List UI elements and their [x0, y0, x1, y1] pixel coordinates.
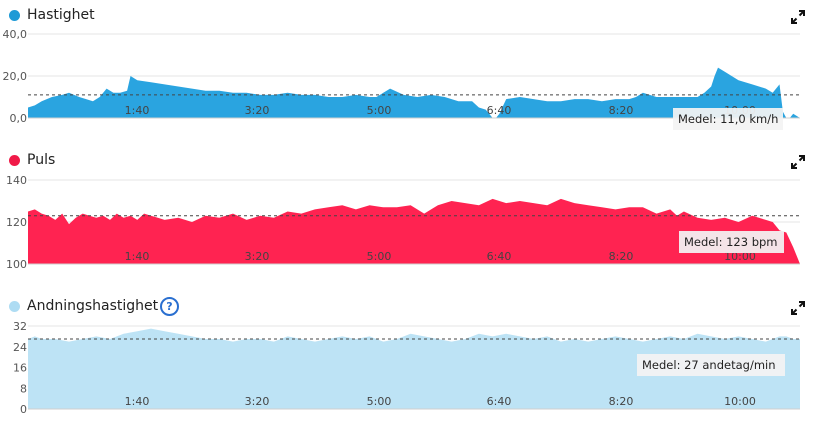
respiration-average-label-bg [637, 354, 785, 376]
respiration-ytick-label: 0 [20, 403, 27, 416]
respiration-ytick-label: 32 [13, 320, 27, 333]
pulse-panel-header: Puls [0, 151, 815, 173]
speed-expand-icon[interactable] [791, 10, 805, 24]
pulse-average-label: Medel: 123 bpm [679, 231, 784, 253]
speed-xtick-label: 6:40 [487, 104, 512, 117]
speed-legend-dot [9, 10, 20, 21]
pulse-expand-icon[interactable] [791, 155, 805, 169]
respiration-title: Andningshastighet [27, 298, 159, 314]
speed-average-label-bg [673, 108, 783, 130]
respiration-ytick-label: 24 [13, 341, 27, 354]
respiration-average-label: Medel: 27 andetag/min [637, 354, 785, 376]
speed-xtick-label: 5:00 [367, 104, 392, 117]
pulse-xtick-label: 8:20 [609, 250, 634, 263]
respiration-legend-dot [9, 301, 20, 312]
respiration-xtick-label: 8:20 [609, 395, 634, 408]
speed-xtick-label: 8:20 [609, 104, 634, 117]
respiration-xtick-label: 5:00 [367, 395, 392, 408]
speed-chart: 0,020,040,01:403:205:006:408:2010:00Mede… [3, 28, 800, 130]
speed-ytick-label: 0,0 [10, 112, 28, 125]
speed-average-label-text: Medel: 11,0 km/h [678, 112, 778, 126]
respiration-xtick-label: 6:40 [487, 395, 512, 408]
speed-ytick-label: 40,0 [3, 28, 28, 41]
respiration-chart: 0 8 16 24 32 1:40 3:20 5:00 6:40 8:20 10:00 Medel: … [13, 320, 800, 416]
pulse-average-label-text: Medel: 123 bpm [684, 235, 778, 249]
speed-average-label: Medel: 11,0 km/h [673, 108, 783, 130]
speed-title: Hastighet [27, 7, 95, 23]
respiration-ytick-label: 16 [13, 362, 27, 375]
pulse-area-series [28, 198, 800, 264]
respiration-xtick-label: 3:20 [245, 395, 270, 408]
pulse-xtick-label: 1:40 [125, 250, 150, 263]
respiration-xtick-label: 1:40 [125, 395, 150, 408]
speed-xtick-label: 3:20 [245, 104, 270, 117]
respiration-xtick-label: 10:00 [724, 395, 756, 408]
pulse-legend-dot [9, 155, 20, 166]
respiration-panel-header: Andningshastighet ? [0, 297, 815, 319]
speed-panel-header: Hastighet [0, 6, 815, 28]
pulse-chart: 100 120 140 1:40 3:20 5:00 6:40 8:20 10:00Medel:… [6, 174, 800, 271]
pulse-xtick-label: 6:40 [487, 250, 512, 263]
speed-panel: Hastighet 0,0 20,0 40,0 1:40 3:20 5:00 6:40 8:2… [0, 0, 815, 130]
pulse-xtick-label: 5:00 [367, 250, 392, 263]
speed-ytick-label: 20,0 [3, 70, 28, 83]
pulse-panel: Puls 100 120 140 1:40 3:20 5:00 6:40 8:20 10:00 M… [0, 146, 815, 271]
respiration-area-series [28, 328, 800, 409]
pulse-xtick-label: 10:00 [724, 250, 756, 263]
respiration-panel: Andningshastighet ? 0 8 16 24 32 1:40 3:20 5:00… [0, 292, 815, 422]
pulse-ytick-label: 120 [6, 216, 27, 229]
pulse-ytick-label: 100 [6, 258, 27, 271]
speed-area-series [28, 67, 800, 118]
pulse-average-label-bg [679, 231, 784, 253]
pulse-ytick-label: 140 [6, 174, 27, 187]
respiration-average-label-text: Medel: 27 andetag/min [642, 358, 776, 372]
help-icon[interactable]: ? [160, 297, 179, 316]
respiration-ytick-label: 8 [20, 382, 27, 395]
pulse-xtick-label: 3:20 [245, 250, 270, 263]
respiration-expand-icon[interactable] [791, 301, 805, 315]
pulse-title: Puls [27, 152, 56, 168]
speed-xtick-label: 1:40 [125, 104, 150, 117]
